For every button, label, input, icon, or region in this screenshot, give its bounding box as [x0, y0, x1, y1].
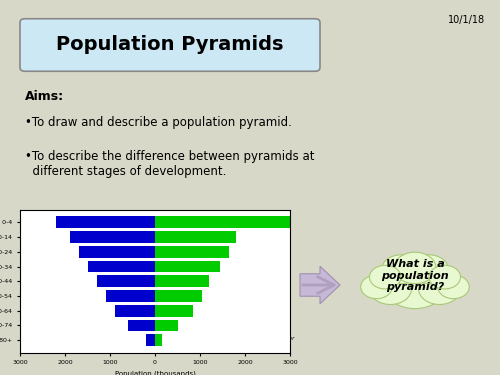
Bar: [155, 290, 202, 302]
Bar: [146, 334, 155, 346]
Text: •To draw and describe a population pyramid.: •To draw and describe a population pyram…: [25, 116, 292, 129]
Bar: [155, 246, 230, 258]
Text: 10/1/18: 10/1/18: [448, 15, 485, 25]
Circle shape: [360, 275, 392, 298]
Circle shape: [370, 273, 412, 304]
Text: What is a
population
pyramid?: What is a population pyramid?: [381, 259, 449, 292]
Bar: [56, 216, 155, 228]
Circle shape: [394, 252, 436, 284]
Bar: [70, 231, 155, 243]
FancyBboxPatch shape: [20, 19, 320, 71]
Bar: [114, 305, 155, 316]
Circle shape: [418, 273, 461, 304]
Bar: [155, 320, 178, 331]
Circle shape: [410, 255, 448, 284]
Text: Population Pyramids: Population Pyramids: [56, 36, 284, 54]
Circle shape: [438, 275, 469, 298]
Text: Graphed by
William H. Bender: Graphed by William H. Bender: [245, 330, 294, 341]
Bar: [88, 261, 155, 272]
Circle shape: [429, 266, 460, 289]
Bar: [128, 320, 155, 331]
Bar: [155, 231, 236, 243]
Bar: [155, 216, 290, 228]
Bar: [155, 261, 220, 272]
Bar: [78, 246, 155, 258]
Bar: [155, 305, 194, 316]
Bar: [106, 290, 155, 302]
Text: •To describe the difference between pyramids at
  different stages of developmen: •To describe the difference between pyra…: [25, 150, 314, 178]
Bar: [155, 334, 162, 346]
Bar: [155, 275, 209, 287]
Circle shape: [382, 255, 420, 284]
Circle shape: [370, 266, 401, 289]
X-axis label: Population (thousands): Population (thousands): [114, 371, 196, 375]
Circle shape: [384, 261, 446, 309]
Polygon shape: [300, 266, 340, 304]
Bar: [96, 275, 155, 287]
Text: Aims:: Aims:: [25, 90, 64, 103]
